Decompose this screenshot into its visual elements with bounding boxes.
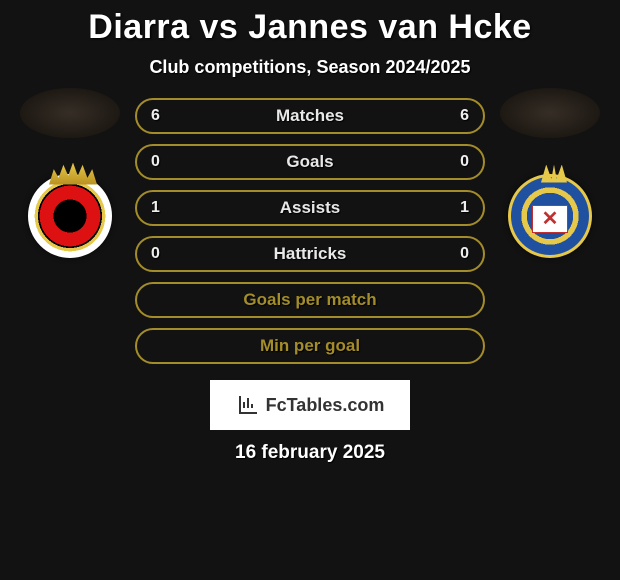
branding-box: FcTables.com [210,380,410,430]
player-right-crest [500,173,600,258]
stat-row: 6Matches6 [135,98,485,134]
stat-value-left: 0 [151,153,160,171]
stat-row: Min per goal [135,328,485,364]
chart-icon [236,393,260,417]
player-left-silhouette [20,88,120,138]
stat-label: Min per goal [137,336,483,356]
beveren-crest-icon [508,174,592,258]
stat-value-left: 6 [151,107,160,125]
stat-label: Goals [137,152,483,172]
subtitle: Club competitions, Season 2024/2025 [0,57,620,78]
stat-label: Goals per match [137,290,483,310]
root: Diarra vs Jannes van Hcke Club competiti… [0,0,620,464]
stat-row: 0Goals0 [135,144,485,180]
stat-value-left: 0 [151,245,160,263]
branding-text: FcTables.com [266,395,385,416]
stat-value-right: 0 [460,245,469,263]
stat-value-left: 1 [151,199,160,217]
date-text: 16 february 2025 [0,442,620,464]
stat-value-right: 1 [460,199,469,217]
stat-label: Matches [137,106,483,126]
stat-value-right: 0 [460,153,469,171]
comparison-area: 6Matches60Goals01Assists10Hattricks0Goal… [0,98,620,374]
stat-label: Assists [137,198,483,218]
stats-column: 6Matches60Goals01Assists10Hattricks0Goal… [135,98,485,374]
stat-row: 0Hattricks0 [135,236,485,272]
player-left-crest [20,173,120,258]
page-title: Diarra vs Jannes van Hcke [0,8,620,47]
stat-row: Goals per match [135,282,485,318]
player-right-silhouette [500,88,600,138]
seraing-crest-icon [28,174,112,258]
stat-value-right: 6 [460,107,469,125]
stat-row: 1Assists1 [135,190,485,226]
stat-label: Hattricks [137,244,483,264]
